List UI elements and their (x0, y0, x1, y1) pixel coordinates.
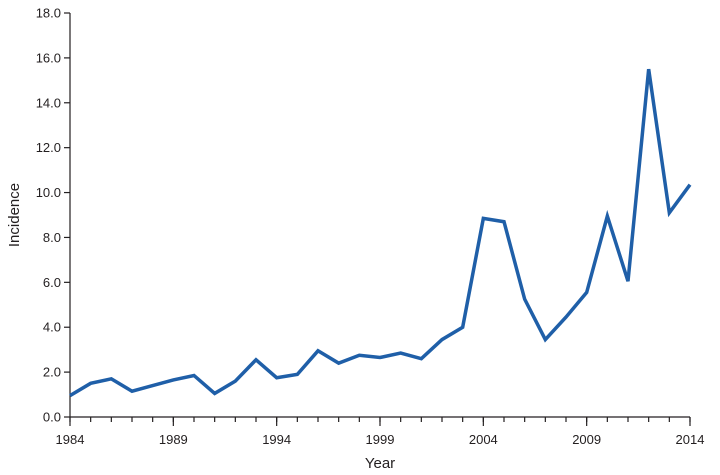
y-tick-label: 2.0 (43, 365, 61, 380)
plot-series (69, 68, 692, 398)
x-tick-label: 2014 (676, 432, 705, 447)
y-tick-label: 16.0 (36, 50, 61, 65)
x-axis-ticks: 1984 1989 1994 1999 2004 2009 2014 (56, 417, 705, 447)
y-axis-ticks: 0.0 2.0 4.0 6.0 8.0 10.0 12.0 14.0 16.0 18.0 (36, 6, 70, 425)
y-tick-label: 14.0 (36, 95, 61, 110)
x-tick-label: 1994 (262, 432, 291, 447)
y-tick-label: 6.0 (43, 275, 61, 290)
y-tick-label: 12.0 (36, 140, 61, 155)
series-line (69, 68, 692, 398)
x-tick-label: 2009 (572, 432, 601, 447)
y-tick-label: 4.0 (43, 320, 61, 335)
y-tick-label: 18.0 (36, 6, 61, 21)
y-tick-label: 10.0 (36, 185, 61, 200)
x-tick-label: 1984 (56, 432, 85, 447)
y-axis-title: Incidence (6, 183, 23, 247)
y-tick-label: 8.0 (43, 230, 61, 245)
x-tick-label: 1989 (159, 432, 188, 447)
x-tick-label: 1999 (366, 432, 395, 447)
x-axis-title: Year (365, 455, 395, 472)
y-tick-label: 0.0 (43, 410, 61, 425)
x-tick-label: 2004 (469, 432, 498, 447)
